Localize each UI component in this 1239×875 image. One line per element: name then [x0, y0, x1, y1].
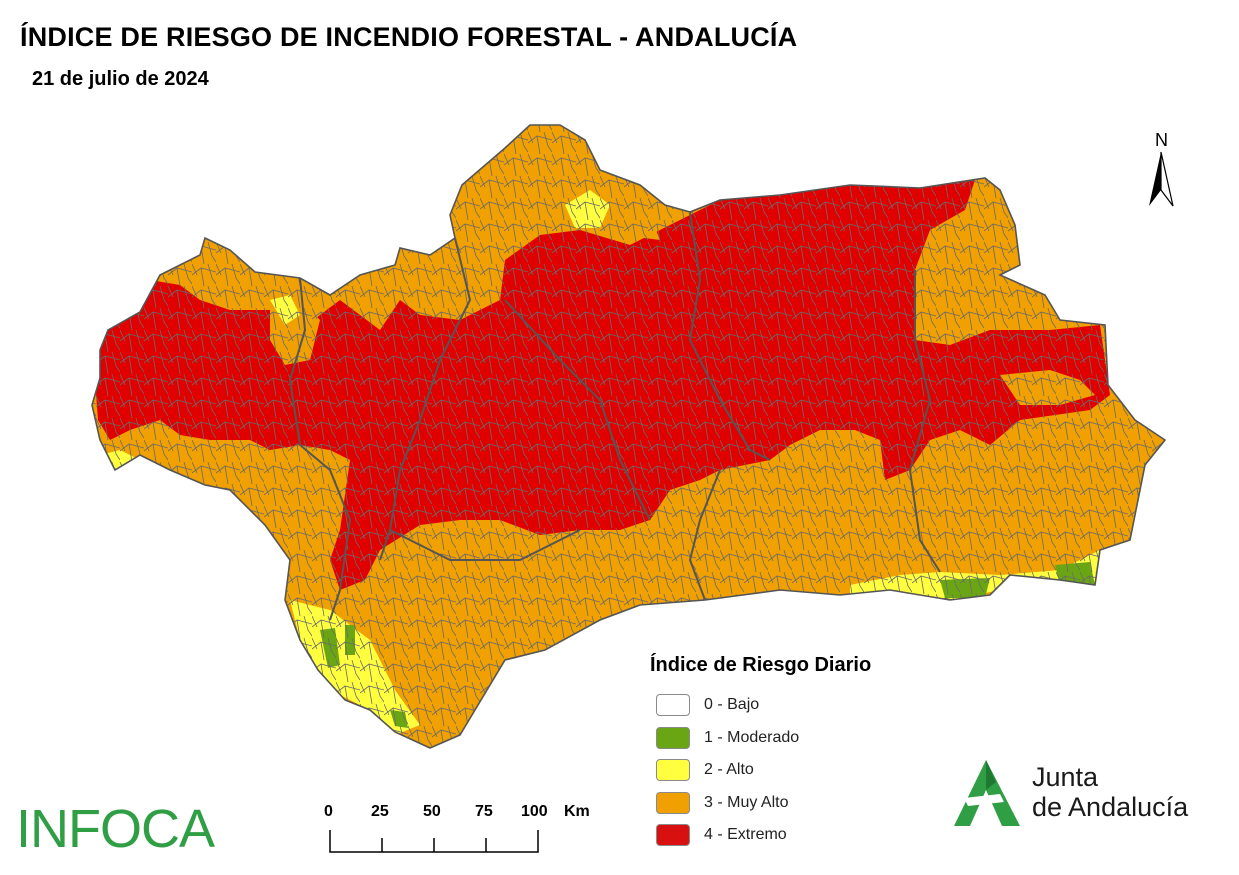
- junta-text-line2: de Andalucía: [1032, 792, 1189, 822]
- legend-item-extremo: 4 - Extremo: [650, 819, 950, 852]
- legend-swatch-bajo: [656, 694, 690, 717]
- scale-tick-25: 25: [371, 803, 389, 820]
- infoca-logo: INFOCA: [16, 799, 215, 859]
- legend-title: Índice de Riesgo Diario: [650, 654, 872, 676]
- junta-text-line1: Junta: [1032, 762, 1099, 792]
- scale-bar-line: [329, 830, 539, 853]
- map-date: 21 de julio de 2024: [32, 68, 209, 90]
- legend-item-alto: 2 - Alto: [650, 754, 950, 787]
- region-outline: [91, 124, 1167, 749]
- legend-swatch-moderado: [656, 726, 690, 749]
- legend-swatch-alto: [656, 759, 690, 782]
- legend-swatch-muy-alto: [656, 791, 690, 814]
- scale-unit: Km: [564, 803, 590, 820]
- north-arrow: N: [1143, 130, 1183, 210]
- legend-swatch-extremo: [656, 824, 690, 847]
- legend-label-moderado: 1 - Moderado: [704, 728, 800, 746]
- junta-andalucia-logo: Junta de Andalucía: [950, 758, 1220, 838]
- north-arrow-icon: [1149, 151, 1174, 207]
- legend-label-muy-alto: 3 - Muy Alto: [704, 793, 789, 811]
- scale-tick-0: 0: [324, 803, 333, 820]
- junta-a-icon: [954, 760, 1020, 826]
- north-arrow-label: N: [1155, 130, 1168, 150]
- legend-label-extremo: 4 - Extremo: [704, 826, 787, 844]
- legend-label-bajo: 0 - Bajo: [704, 696, 760, 714]
- scale-tick-75: 75: [475, 803, 493, 820]
- legend-item-bajo: 0 - Bajo: [650, 689, 950, 722]
- map-title: ÍNDICE DE RIESGO DE INCENDIO FORESTAL - …: [20, 22, 798, 52]
- legend-item-moderado: 1 - Moderado: [650, 722, 950, 755]
- scale-tick-100: 100: [521, 803, 548, 820]
- scale-bar: 0 25 50 75 100 Km: [318, 800, 618, 860]
- province-boundaries: [288, 211, 941, 621]
- legend-label-alto: 2 - Alto: [704, 761, 754, 779]
- scale-tick-50: 50: [423, 803, 441, 820]
- municipal-boundaries: [92, 125, 1165, 748]
- legend: Índice de Riesgo Diario 0 - Bajo 1 - Mod…: [650, 654, 950, 852]
- legend-item-muy-alto: 3 - Muy Alto: [650, 787, 950, 820]
